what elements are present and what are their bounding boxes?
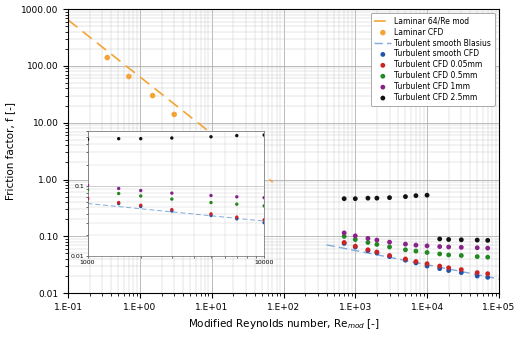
Turbulent CFD 0.5mm bbox=[457, 253, 465, 258]
Turbulent smooth CFD bbox=[351, 244, 359, 250]
Turbulent CFD 0.5mm bbox=[444, 252, 453, 258]
Turbulent CFD 0.05mm bbox=[473, 270, 481, 275]
Turbulent smooth CFD bbox=[412, 260, 420, 266]
Turbulent CFD 2.5mm bbox=[436, 236, 444, 242]
Laminar 64/Re mod bbox=[259, 172, 266, 176]
Turbulent CFD 2.5mm bbox=[386, 195, 394, 200]
Legend: Laminar 64/Re mod, Laminar CFD, Turbulent smooth Blasius, Turbulent smooth CFD, : Laminar 64/Re mod, Laminar CFD, Turbulen… bbox=[370, 13, 495, 106]
Turbulent CFD 2.5mm bbox=[373, 195, 381, 201]
Turbulent CFD 1mm bbox=[444, 244, 453, 250]
Turbulent smooth Blasius bbox=[324, 243, 330, 247]
Turbulent CFD 0.05mm bbox=[373, 249, 381, 255]
Turbulent CFD 0.5mm bbox=[473, 254, 481, 259]
Laminar CFD bbox=[196, 135, 205, 140]
Turbulent smooth Blasius bbox=[331, 244, 337, 248]
Turbulent CFD 2.5mm bbox=[444, 237, 453, 242]
Turbulent smooth CFD bbox=[423, 263, 431, 269]
Turbulent CFD 0.05mm bbox=[436, 263, 444, 269]
Turbulent CFD 2.5mm bbox=[364, 195, 372, 201]
Line: Turbulent smooth Blasius: Turbulent smooth Blasius bbox=[327, 245, 506, 280]
Line: Laminar 64/Re mod: Laminar 64/Re mod bbox=[68, 20, 273, 182]
Turbulent CFD 1mm bbox=[351, 233, 359, 239]
Turbulent CFD 0.5mm bbox=[483, 254, 492, 260]
Turbulent CFD 1mm bbox=[423, 243, 431, 249]
Y-axis label: Friction factor, f [-]: Friction factor, f [-] bbox=[6, 102, 16, 200]
Laminar 64/Re mod bbox=[73, 25, 80, 29]
Turbulent CFD 0.5mm bbox=[386, 244, 394, 250]
Turbulent CFD 0.05mm bbox=[401, 256, 410, 262]
Laminar 64/Re mod bbox=[119, 61, 126, 65]
Turbulent smooth Blasius bbox=[357, 249, 363, 253]
Laminar 64/Re mod bbox=[252, 166, 258, 170]
Turbulent CFD 0.5mm bbox=[423, 250, 431, 255]
Turbulent smooth Blasius bbox=[334, 245, 341, 249]
Turbulent CFD 0.05mm bbox=[351, 244, 359, 249]
Turbulent smooth CFD bbox=[401, 257, 410, 263]
Laminar CFD bbox=[170, 112, 178, 117]
Turbulent CFD 1mm bbox=[473, 245, 481, 250]
Laminar CFD bbox=[148, 93, 157, 98]
Turbulent CFD 2.5mm bbox=[457, 237, 465, 243]
Turbulent CFD 0.5mm bbox=[436, 251, 444, 257]
Turbulent CFD 0.5mm bbox=[373, 242, 381, 247]
Turbulent smooth CFD bbox=[386, 254, 394, 259]
Turbulent smooth CFD bbox=[473, 273, 481, 279]
Turbulent CFD 0.05mm bbox=[340, 240, 349, 245]
Turbulent CFD 0.05mm bbox=[457, 267, 465, 272]
Turbulent CFD 1mm bbox=[457, 245, 465, 250]
Turbulent CFD 0.5mm bbox=[340, 234, 349, 239]
Turbulent smooth CFD bbox=[436, 266, 444, 271]
Laminar CFD bbox=[103, 55, 111, 60]
Turbulent CFD 1mm bbox=[340, 230, 349, 236]
Turbulent smooth CFD bbox=[364, 248, 372, 253]
Turbulent CFD 2.5mm bbox=[412, 193, 420, 198]
Turbulent CFD 1mm bbox=[436, 244, 444, 249]
Turbulent CFD 1mm bbox=[373, 237, 381, 243]
Turbulent CFD 0.5mm bbox=[401, 247, 410, 252]
Turbulent smooth Blasius bbox=[371, 252, 378, 256]
Turbulent smooth CFD bbox=[373, 250, 381, 256]
X-axis label: Modified Reynolds number, Re$_{mod}$ [-]: Modified Reynolds number, Re$_{mod}$ [-] bbox=[188, 317, 379, 332]
Turbulent smooth CFD bbox=[457, 270, 465, 275]
Turbulent CFD 0.05mm bbox=[364, 247, 372, 252]
Turbulent smooth Blasius bbox=[503, 278, 509, 282]
Turbulent CFD 1mm bbox=[412, 242, 420, 248]
Turbulent CFD 0.05mm bbox=[423, 261, 431, 267]
Turbulent smooth CFD bbox=[444, 268, 453, 273]
Laminar 64/Re mod bbox=[78, 28, 84, 32]
Turbulent CFD 0.5mm bbox=[351, 237, 359, 242]
Laminar CFD bbox=[125, 74, 133, 79]
Turbulent CFD 2.5mm bbox=[401, 194, 410, 199]
Turbulent smooth CFD bbox=[340, 241, 349, 246]
Turbulent CFD 0.05mm bbox=[483, 271, 492, 276]
Turbulent CFD 1mm bbox=[364, 236, 372, 241]
Turbulent smooth CFD bbox=[483, 275, 492, 280]
Turbulent CFD 1mm bbox=[386, 240, 394, 245]
Turbulent smooth Blasius bbox=[488, 275, 494, 279]
Turbulent CFD 2.5mm bbox=[423, 192, 431, 198]
Turbulent CFD 0.05mm bbox=[412, 259, 420, 264]
Laminar 64/Re mod bbox=[103, 48, 109, 52]
Laminar 64/Re mod bbox=[65, 18, 71, 22]
Turbulent CFD 2.5mm bbox=[483, 238, 492, 243]
Turbulent CFD 2.5mm bbox=[473, 237, 481, 243]
Laminar CFD bbox=[242, 201, 250, 206]
Turbulent CFD 1mm bbox=[401, 241, 410, 247]
Turbulent CFD 0.05mm bbox=[444, 265, 453, 271]
Turbulent CFD 1mm bbox=[483, 245, 492, 251]
Laminar CFD bbox=[220, 168, 229, 174]
Laminar 64/Re mod bbox=[270, 180, 276, 184]
Turbulent CFD 0.5mm bbox=[364, 240, 372, 245]
Turbulent CFD 0.5mm bbox=[412, 248, 420, 254]
Turbulent CFD 0.05mm bbox=[386, 253, 394, 258]
Turbulent CFD 2.5mm bbox=[351, 196, 359, 202]
Turbulent CFD 2.5mm bbox=[340, 196, 349, 202]
Turbulent smooth Blasius bbox=[494, 277, 500, 281]
